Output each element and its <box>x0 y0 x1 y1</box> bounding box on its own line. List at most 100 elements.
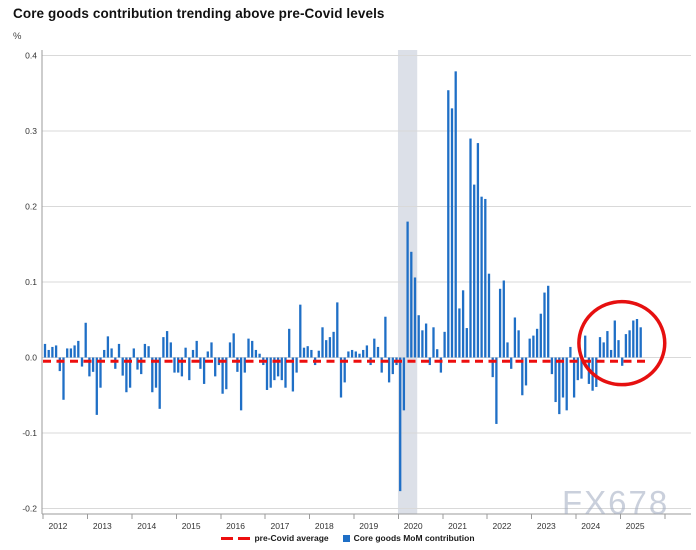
y-tick-label: 0.2 <box>25 202 37 212</box>
bar <box>632 320 635 358</box>
bar <box>188 357 191 381</box>
bar <box>273 357 276 381</box>
bar <box>476 143 480 358</box>
bar <box>317 350 320 358</box>
bar <box>177 357 180 373</box>
bar <box>613 320 616 358</box>
bar <box>443 331 446 358</box>
legend-item-core-goods: Core goods MoM contribution <box>342 533 475 543</box>
legend-item-pre-covid-average: pre-Covid average <box>221 533 329 543</box>
bar <box>251 340 254 358</box>
bar <box>162 337 165 358</box>
bar <box>428 357 431 366</box>
bar <box>598 337 602 358</box>
bar <box>328 337 332 358</box>
bar <box>84 322 87 358</box>
year-label: 2023 <box>537 521 556 531</box>
bar <box>487 273 491 358</box>
chart-legend: pre-Covid average Core goods MoM contrib… <box>0 533 696 543</box>
bar <box>77 340 80 358</box>
bar <box>495 357 498 424</box>
bar <box>528 338 531 358</box>
bar <box>517 330 520 358</box>
bar <box>291 357 295 392</box>
bar <box>58 357 61 372</box>
bar <box>484 198 487 358</box>
bar <box>458 308 461 358</box>
bar <box>103 349 106 358</box>
bar <box>288 328 291 358</box>
bar <box>254 349 258 358</box>
bar <box>491 357 494 378</box>
year-label: 2018 <box>315 521 334 531</box>
bar <box>228 342 232 358</box>
bar <box>347 351 350 358</box>
bar <box>399 357 402 492</box>
year-label: 2012 <box>48 521 67 531</box>
bar <box>502 280 505 358</box>
bar <box>69 348 73 358</box>
bar <box>110 348 113 358</box>
bar <box>165 331 169 358</box>
year-label: 2025 <box>626 521 645 531</box>
bar <box>436 349 439 358</box>
bar <box>117 343 121 358</box>
bar <box>62 357 65 400</box>
bar <box>43 343 47 358</box>
bar <box>284 357 287 388</box>
bar <box>184 347 187 358</box>
y-tick-label: 0.4 <box>25 51 37 61</box>
bar <box>473 184 476 358</box>
bar <box>358 353 361 358</box>
y-tick-label: 0.1 <box>25 277 37 287</box>
bar <box>339 357 343 398</box>
bar <box>99 357 102 388</box>
bar <box>299 304 302 358</box>
year-label: 2013 <box>93 521 112 531</box>
bar <box>310 349 313 358</box>
year-label: 2019 <box>359 521 378 531</box>
bar <box>236 357 239 372</box>
bar <box>373 338 376 358</box>
bar <box>413 277 417 358</box>
bar <box>88 357 91 377</box>
bar <box>151 357 154 393</box>
bar <box>628 330 631 358</box>
year-label: 2021 <box>448 521 467 531</box>
bar <box>424 323 428 358</box>
bar <box>506 342 509 358</box>
bar <box>498 288 502 358</box>
bar <box>461 290 465 358</box>
bar <box>617 340 620 358</box>
bar <box>639 327 642 358</box>
bar <box>325 340 328 358</box>
bar <box>621 357 624 366</box>
bar <box>521 357 524 396</box>
blue-square-icon <box>342 534 350 542</box>
bar <box>302 347 306 358</box>
bar <box>106 336 110 358</box>
bar <box>384 316 387 358</box>
bar <box>609 349 613 358</box>
year-label: 2024 <box>581 521 600 531</box>
year-label: 2017 <box>270 521 289 531</box>
bar <box>561 357 565 398</box>
bar <box>513 317 517 358</box>
bar <box>602 342 605 358</box>
bar <box>450 108 454 358</box>
bar <box>221 357 224 394</box>
bar <box>206 351 209 358</box>
year-label: 2022 <box>492 521 511 531</box>
bar <box>410 251 413 358</box>
legend-label: pre-Covid average <box>254 533 329 543</box>
bar <box>510 357 513 369</box>
bar <box>114 357 117 369</box>
bar <box>421 330 424 358</box>
bar <box>576 357 579 381</box>
bar <box>447 90 450 358</box>
bar <box>54 345 58 358</box>
bar <box>95 357 98 415</box>
bar <box>550 357 554 375</box>
bar <box>558 357 561 415</box>
